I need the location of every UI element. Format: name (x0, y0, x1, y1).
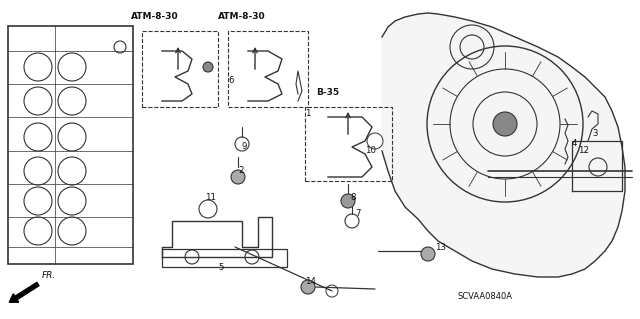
Text: 5: 5 (218, 263, 223, 271)
Text: 8: 8 (350, 192, 355, 202)
Text: 9: 9 (242, 143, 248, 152)
Bar (162, 249, 287, 267)
Circle shape (493, 112, 517, 136)
Circle shape (421, 247, 435, 261)
Text: 7: 7 (355, 210, 360, 219)
Circle shape (231, 170, 245, 184)
Text: SCVAA0840A: SCVAA0840A (458, 292, 513, 301)
Bar (8, 26, 133, 264)
Text: 4: 4 (572, 139, 577, 149)
Text: 2: 2 (238, 167, 243, 175)
Text: 13: 13 (435, 242, 446, 251)
Text: 3: 3 (592, 130, 598, 138)
Circle shape (301, 280, 315, 294)
Text: ATM-8-30: ATM-8-30 (218, 12, 266, 21)
Circle shape (203, 62, 213, 72)
Text: 14: 14 (305, 277, 316, 286)
FancyArrow shape (9, 282, 39, 302)
Text: ATM-8-30: ATM-8-30 (131, 12, 179, 21)
Polygon shape (382, 13, 625, 277)
Text: 12: 12 (578, 146, 589, 155)
Text: 11: 11 (205, 192, 216, 202)
Text: 1: 1 (305, 109, 310, 118)
Text: FR.: FR. (42, 271, 56, 280)
Text: 10: 10 (365, 146, 376, 155)
Circle shape (341, 194, 355, 208)
Text: 6: 6 (228, 77, 234, 85)
Text: B-35: B-35 (316, 88, 340, 97)
